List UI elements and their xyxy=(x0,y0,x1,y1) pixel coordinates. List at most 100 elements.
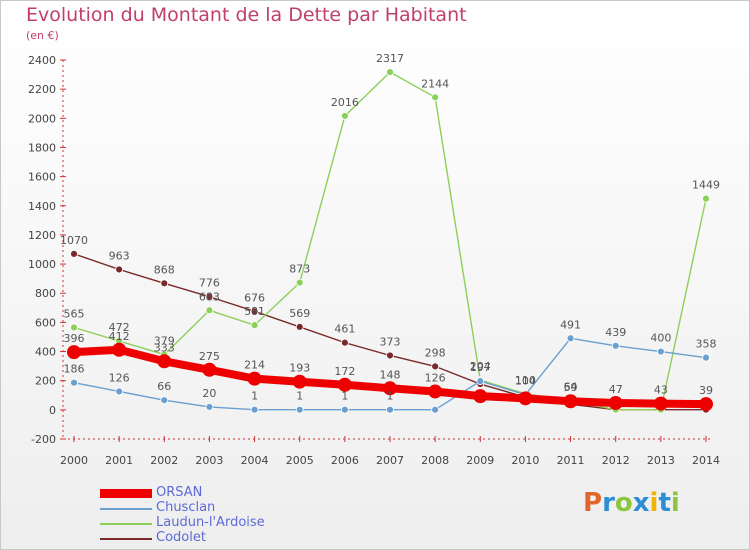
data-label-chusclan: 1 xyxy=(296,390,303,403)
data-point-chusclan xyxy=(250,405,259,414)
data-point-orsan xyxy=(112,342,127,357)
data-point-chusclan xyxy=(386,405,394,414)
data-point-codolet xyxy=(160,279,169,288)
y-tick-label: 1200 xyxy=(28,229,56,242)
x-tick-label: 2011 xyxy=(557,454,585,467)
data-label-orsan: 43 xyxy=(654,384,668,397)
data-point-laudun-l-ardoise xyxy=(250,321,259,330)
data-label-orsan: 333 xyxy=(154,341,175,354)
data-point-codolet xyxy=(340,338,349,347)
data-label-codolet: 963 xyxy=(109,249,130,262)
data-label-chusclan: 66 xyxy=(157,380,171,393)
logo-letter: t xyxy=(658,488,671,518)
y-tick-label: 0 xyxy=(49,404,56,417)
x-tick-label: 2000 xyxy=(60,454,88,467)
data-point-orsan xyxy=(383,381,397,396)
y-tick-label: 400 xyxy=(35,346,56,359)
data-label-laudun-l-ardoise: 2317 xyxy=(376,52,404,65)
data-label-laudun-l-ardoise: 379 xyxy=(154,335,175,348)
data-point-codolet xyxy=(295,323,304,331)
data-label-orsan: 126 xyxy=(425,371,446,384)
x-tick-label: 2008 xyxy=(421,454,449,467)
legend-swatch xyxy=(100,523,152,525)
x-tick-label: 2009 xyxy=(466,454,494,467)
x-tick-label: 2003 xyxy=(195,454,223,467)
proxiti-logo: Proxiti xyxy=(583,488,680,518)
data-point-chusclan xyxy=(476,377,485,386)
logo-letter: o xyxy=(614,488,633,518)
data-label-laudun-l-ardoise: 683 xyxy=(199,290,220,303)
data-point-chusclan xyxy=(70,378,78,387)
data-label-chusclan: 1 xyxy=(387,390,394,403)
y-tick-label: 2400 xyxy=(28,54,56,67)
data-point-chusclan xyxy=(205,403,214,411)
data-label-codolet: 569 xyxy=(289,307,310,320)
logo-letter: i xyxy=(649,488,659,518)
data-label-chusclan: 400 xyxy=(650,332,671,345)
legend-label: Chusclan xyxy=(156,500,216,515)
data-label-chusclan: 186 xyxy=(64,363,85,376)
data-point-codolet xyxy=(386,351,394,360)
data-label-orsan: 396 xyxy=(64,332,85,345)
data-point-chusclan xyxy=(115,387,124,396)
data-point-orsan xyxy=(67,345,81,360)
y-tick-label: 600 xyxy=(35,316,56,329)
data-label-laudun-l-ardoise: 565 xyxy=(64,307,85,320)
data-point-orsan xyxy=(202,362,217,377)
data-point-laudun-l-ardoise xyxy=(70,323,78,332)
data-point-laudun-l-ardoise xyxy=(205,306,214,315)
data-point-chusclan xyxy=(295,405,304,414)
data-label-chusclan: 358 xyxy=(696,338,717,351)
data-point-orsan xyxy=(157,354,172,369)
y-tick-label: 1600 xyxy=(28,171,56,184)
data-point-laudun-l-ardoise xyxy=(340,112,349,120)
logo-letter: x xyxy=(632,488,650,518)
data-label-orsan: 193 xyxy=(289,362,310,375)
legend-swatch xyxy=(100,489,152,498)
data-label-orsan: 47 xyxy=(609,383,623,396)
y-tick-label: 1400 xyxy=(28,200,56,213)
data-point-codolet xyxy=(431,362,440,371)
data-label-orsan: 275 xyxy=(199,350,220,363)
data-label-codolet: 676 xyxy=(244,291,265,304)
data-point-laudun-l-ardoise xyxy=(295,278,304,287)
logo-letter: P xyxy=(583,488,603,518)
legend-swatch xyxy=(100,538,152,540)
data-point-orsan xyxy=(608,395,623,410)
data-point-codolet xyxy=(70,249,78,258)
data-label-codolet: 776 xyxy=(199,277,220,290)
legend-label: Laudun-l'Ardoise xyxy=(156,515,265,530)
data-label-laudun-l-ardoise: 472 xyxy=(109,321,130,334)
data-point-chusclan xyxy=(160,396,169,405)
data-label-codolet: 868 xyxy=(154,263,175,276)
y-tick-label: 2200 xyxy=(28,83,56,96)
y-tick-label: 1000 xyxy=(28,258,56,271)
legend-label: Codolet xyxy=(156,530,206,545)
x-tick-label: 2014 xyxy=(692,454,720,467)
data-point-orsan xyxy=(653,396,668,411)
data-label-chusclan: 1 xyxy=(251,390,258,403)
data-point-chusclan xyxy=(656,347,665,356)
data-label-laudun-l-ardoise: 110 xyxy=(515,374,536,387)
data-label-chusclan: 1 xyxy=(341,390,348,403)
data-label-chusclan: 126 xyxy=(109,371,130,384)
x-tick-label: 2007 xyxy=(376,454,404,467)
data-label-orsan: 412 xyxy=(109,330,130,343)
x-tick-label: 2001 xyxy=(105,454,133,467)
data-point-orsan xyxy=(292,374,307,389)
data-point-laudun-l-ardoise xyxy=(702,194,710,203)
data-point-chusclan xyxy=(702,353,710,362)
y-tick-label: 800 xyxy=(35,287,56,300)
data-point-orsan xyxy=(428,384,443,399)
data-point-orsan xyxy=(247,371,262,386)
data-point-orsan xyxy=(473,389,488,404)
x-tick-label: 2004 xyxy=(241,454,269,467)
data-label-codolet: 461 xyxy=(334,323,355,336)
data-label-orsan: 214 xyxy=(244,359,265,372)
data-label-chusclan: 104 xyxy=(515,375,536,388)
data-label-laudun-l-ardoise: 2144 xyxy=(421,77,449,90)
data-point-chusclan xyxy=(431,405,440,414)
data-label-laudun-l-ardoise: 204 xyxy=(470,360,491,373)
